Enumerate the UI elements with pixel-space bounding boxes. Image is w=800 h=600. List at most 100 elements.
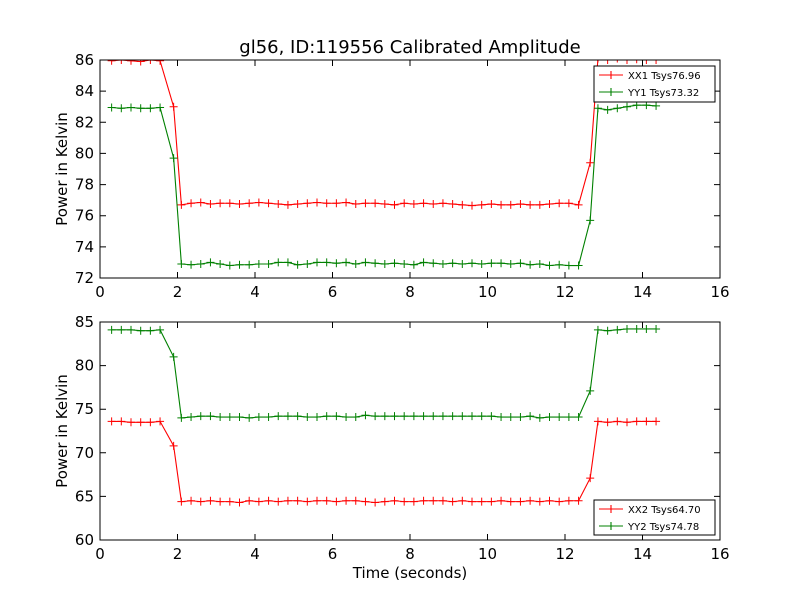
x-axis-label: Time (seconds) [352,564,468,582]
data-point [351,496,360,505]
legend-swatch [599,505,623,513]
data-point [429,200,438,209]
data-point [545,413,554,422]
data-point [235,260,244,269]
data-point [477,200,486,209]
data-point [371,412,380,421]
data-point [264,496,273,505]
data-point [254,413,263,422]
data-point [516,259,525,268]
data-point [497,496,506,505]
data-point [169,154,178,163]
data-point [526,260,535,269]
data-point [254,259,263,268]
data-point [235,200,244,209]
data-point [216,413,225,422]
data-point [274,497,283,506]
data-point [169,102,178,111]
data-point [458,259,467,268]
data-point [623,60,631,64]
x-tick-label: 4 [250,283,260,301]
data-point [564,199,573,208]
data-point [419,412,428,421]
x-tick-label: 0 [95,283,105,301]
data-point [603,105,612,114]
x-tick-label: 0 [95,545,105,563]
data-point [487,259,496,268]
data-point [574,496,583,505]
y-tick-label: 84 [75,82,94,100]
data-point [342,258,351,267]
data-point [293,200,302,209]
data-point [409,260,418,269]
data-point [322,496,331,505]
data-point [206,412,215,421]
data-point [225,413,234,422]
data-point [342,496,351,505]
data-point [136,326,145,335]
data-point [636,60,638,64]
data-point [613,417,622,426]
data-point [652,324,661,333]
data-point [652,101,661,110]
data-point [371,498,380,507]
data-point [555,199,564,208]
legend-swatch [599,522,623,530]
data-point [526,412,535,421]
data-point [264,413,273,422]
data-point [351,259,360,268]
data-point [409,412,418,421]
data-point [555,260,564,269]
x-tick-label: 4 [250,545,260,563]
data-point [107,325,116,334]
data-point [313,198,321,207]
data-point [371,259,380,268]
data-point [380,497,389,506]
y-tick-label: 85 [75,313,94,331]
data-point [487,412,496,421]
data-point [136,60,145,66]
legend-swatch [599,71,623,79]
y-tick-label: 78 [75,176,94,194]
x-tick-label: 2 [173,283,183,301]
data-point [613,325,622,334]
y-tick-label: 60 [75,531,94,549]
legend-item: YY2 Tsys74.78 [599,522,699,533]
legend: XX1 Tsys76.96 YY1 Tsys73.32 [593,65,716,103]
data-point [107,417,116,426]
data-point [564,496,573,505]
data-point [177,413,186,422]
data-point [322,412,331,421]
data-point [419,496,428,505]
data-point [390,259,399,268]
data-point [468,259,476,268]
data-point [468,201,476,210]
data-point [254,497,263,506]
x-tick-label: 6 [328,283,338,301]
data-point [283,412,292,421]
data-point [342,198,351,207]
y-tick-label: 76 [75,207,94,225]
data-point [586,474,595,483]
series-2-1 [107,417,661,507]
data-point [574,200,583,209]
data-point [400,412,409,421]
x-tick-label: 8 [405,545,415,563]
data-point [603,60,612,64]
data-point [156,103,165,112]
data-point [535,259,544,268]
y-tick-label: 80 [75,144,94,162]
data-point [187,496,196,505]
data-point [409,200,418,209]
data-point [632,324,641,333]
data-point [177,200,186,209]
x-tick-label: 6 [328,545,338,563]
data-point [535,200,544,209]
data-point [156,60,165,65]
data-point [506,259,515,268]
data-point [438,496,447,505]
data-point [245,199,254,208]
data-point [264,199,273,208]
data-point [438,259,447,268]
data-point [593,104,602,113]
